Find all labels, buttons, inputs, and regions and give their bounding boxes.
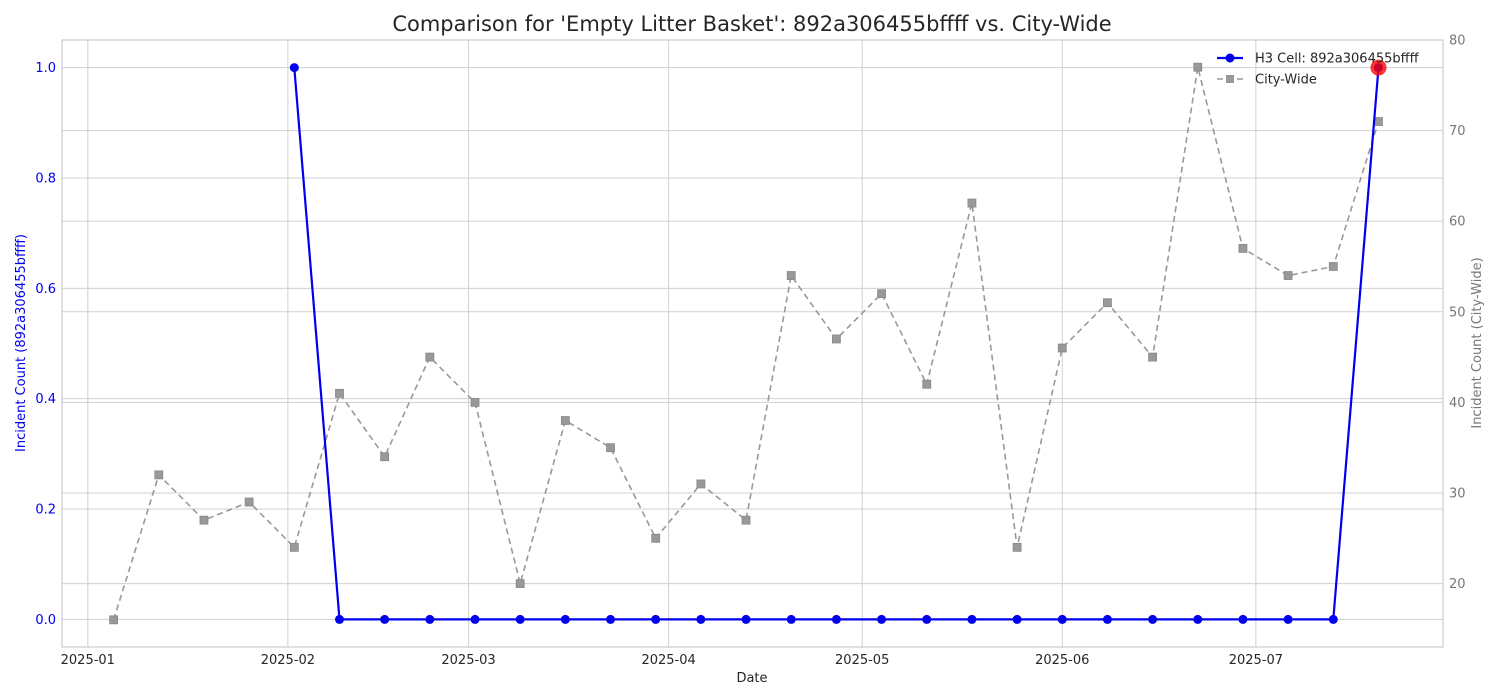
legend-h3-marker — [1225, 53, 1235, 63]
highlight-marker — [1370, 59, 1387, 76]
h3-cell-point — [1012, 614, 1022, 624]
axes: 2025-01 2025-02 2025-03 2025-04 2025-05 2025-… — [35, 34, 1465, 669]
chart-title: Comparison for 'Empty Litter Basket': 89… — [392, 12, 1111, 36]
y-right-tick-label: 80 — [1449, 34, 1466, 49]
city-wide-point — [199, 515, 209, 525]
city-wide-point — [289, 542, 299, 552]
h3-cell-point — [560, 614, 570, 624]
city-wide-point — [606, 443, 615, 453]
plot-frame — [61, 39, 1444, 648]
city-wide-point — [1328, 262, 1338, 271]
y-left-tick-label: 0.0 — [35, 613, 56, 628]
y-left-tick-label: 0.8 — [35, 171, 56, 186]
city-wide-point — [741, 515, 751, 525]
h3-cell-point — [470, 614, 480, 624]
y-axis-right-label: Incident Count (City-Wide) — [1470, 257, 1485, 428]
city-wide-point — [335, 388, 344, 398]
h3-cell-point — [877, 614, 887, 624]
y-right-tick-label: 30 — [1449, 486, 1466, 501]
y-right-tick-label: 70 — [1449, 124, 1466, 139]
h3-cell-point — [831, 614, 841, 624]
h3-cell-point — [1148, 614, 1158, 624]
y-right-tick-label: 50 — [1449, 305, 1466, 320]
city-wide-point — [380, 452, 390, 462]
x-axis-label: Date — [736, 671, 767, 686]
city-wide-point — [1057, 343, 1067, 353]
city-wide-point — [967, 198, 977, 208]
h3-cell-point — [651, 614, 661, 624]
legend-h3-label: H3 Cell: 892a306455bffff — [1255, 52, 1420, 67]
y-right-tick-label: 40 — [1449, 396, 1466, 411]
h3-cell-point — [967, 614, 977, 624]
h3-cell-point — [786, 614, 796, 624]
city-wide-point — [470, 397, 480, 407]
h3-cell-point — [380, 614, 390, 624]
h3-cell-point — [1328, 614, 1338, 624]
h3-cell-point — [1057, 614, 1067, 624]
y-axis-left-label: Incident Count (892a306455bffff) — [14, 234, 29, 452]
city-wide-point — [244, 497, 254, 507]
h3-cell-point — [696, 614, 706, 624]
city-wide-point — [786, 271, 796, 280]
y-left-tick-label: 0.6 — [35, 282, 56, 297]
city-wide-point — [1012, 542, 1022, 552]
city-wide-point — [515, 579, 525, 588]
y-left-tick-label: 0.4 — [35, 392, 56, 407]
h3-cell-point — [922, 614, 932, 624]
h3-cell-point — [289, 63, 299, 73]
h3-cell-point — [741, 614, 751, 624]
h3-cell-point — [1102, 614, 1112, 624]
h3-cell-point — [1283, 614, 1293, 624]
h3-cell-point — [425, 614, 435, 624]
y-right-tick-label: 60 — [1449, 215, 1466, 230]
h3-cell-point — [1193, 614, 1203, 624]
series-layer — [109, 59, 1387, 625]
city-wide-point — [560, 416, 570, 425]
city-wide-point — [1148, 352, 1158, 362]
x-tick-label: 2025-06 — [1035, 653, 1089, 668]
x-tick-label: 2025-01 — [61, 653, 115, 668]
y-right-tick-label: 20 — [1449, 577, 1466, 592]
city-wide-point — [1103, 298, 1112, 308]
city-wide-point — [922, 379, 932, 389]
city-wide-point — [1374, 117, 1383, 126]
legend-city-label: City-Wide — [1255, 73, 1317, 88]
city-wide-point — [1238, 243, 1248, 253]
city-wide-point — [425, 352, 435, 362]
city-wide-point — [831, 334, 841, 344]
city-wide-point — [651, 533, 661, 543]
x-tick-label: 2025-04 — [641, 653, 695, 668]
h3-cell-point — [515, 614, 525, 624]
x-tick-label: 2025-05 — [835, 653, 889, 668]
city-wide-point — [696, 479, 706, 489]
h3-cell-point — [1238, 614, 1248, 624]
h3-cell-point — [606, 614, 616, 624]
x-tick-label: 2025-07 — [1229, 653, 1283, 668]
y-left-tick-label: 0.2 — [35, 503, 56, 518]
city-wide-point — [154, 470, 164, 480]
city-wide-point — [1283, 271, 1293, 280]
city-wide-point — [877, 289, 886, 299]
y-left-tick-label: 1.0 — [35, 61, 56, 76]
grid — [62, 39, 1443, 647]
h3-cell-point — [334, 614, 344, 624]
x-tick-label: 2025-02 — [261, 653, 315, 668]
legend: H3 Cell: 892a306455bffff City-Wide — [1217, 52, 1420, 88]
x-tick-label: 2025-03 — [441, 653, 495, 668]
city-wide-point — [109, 615, 119, 625]
city-wide-point — [1193, 62, 1203, 72]
legend-city-marker — [1226, 75, 1234, 83]
